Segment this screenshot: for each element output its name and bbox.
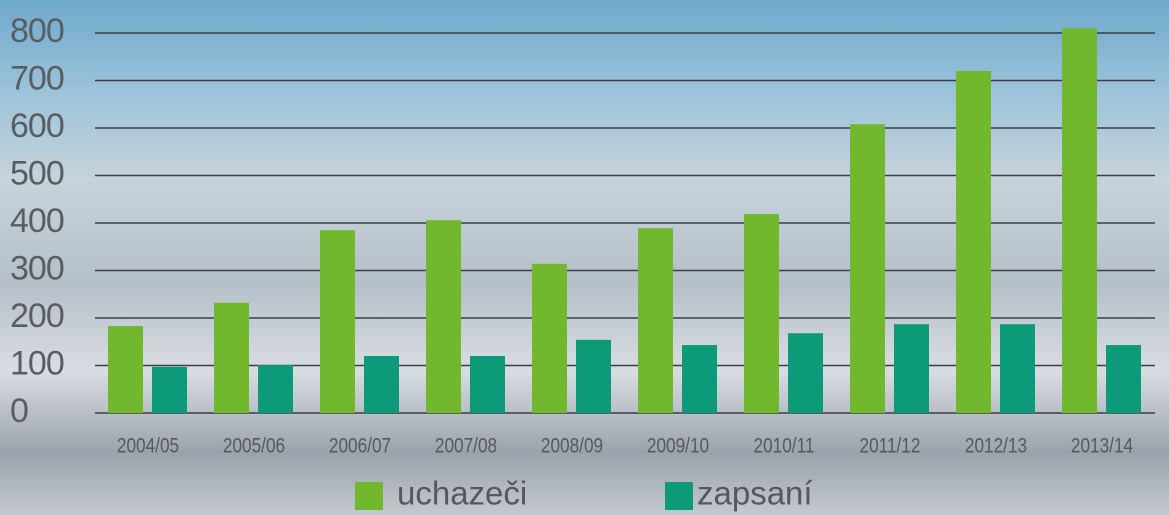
bar [850,124,885,413]
bar [1062,28,1097,413]
x-tick-label: 2010/11 [754,435,815,458]
chart: 0 100 200 300 400 500 600 700 800 2004/05 2005/06 2… [0,0,1169,515]
y-tick-label: 100 [10,344,64,382]
bar [576,340,611,413]
bar [364,356,399,413]
legend-label: uchazeči [397,475,527,512]
x-tick-label: 2009/10 [647,435,709,458]
bar [214,303,249,413]
bar [1000,324,1035,413]
y-tick-label: 400 [10,202,64,240]
y-tick-label: 700 [10,59,64,97]
y-tick-label: 0 [10,392,28,430]
bar [470,356,505,413]
bar [894,324,929,413]
x-tick-label: 2013/14 [1071,435,1133,458]
bar [1106,345,1141,413]
y-tick-label: 500 [10,154,64,192]
bar [426,220,461,413]
bar [108,326,143,413]
x-tick-label: 2006/07 [329,435,391,458]
bar [682,345,717,413]
bar [788,333,823,413]
x-tick-label: 2005/06 [223,435,285,458]
y-tick-label: 300 [10,249,64,287]
y-tick-label: 600 [10,107,64,145]
legend-label: zapsaní [697,475,813,512]
bar [638,228,673,413]
legend-swatch [665,482,693,510]
bar [956,71,991,413]
x-tick-label: 2007/08 [435,435,497,458]
bar [152,367,187,413]
x-tick-label: 2011/12 [860,435,921,458]
x-tick-label: 2008/09 [541,435,603,458]
x-tick-label: 2004/05 [117,435,179,458]
bar [320,230,355,413]
bar [744,214,779,413]
y-tick-label: 200 [10,297,64,335]
x-tick-label: 2012/13 [965,435,1027,458]
legend-swatch [355,482,383,510]
bar [532,264,567,413]
bar [258,365,293,413]
y-tick-label: 800 [10,12,64,50]
